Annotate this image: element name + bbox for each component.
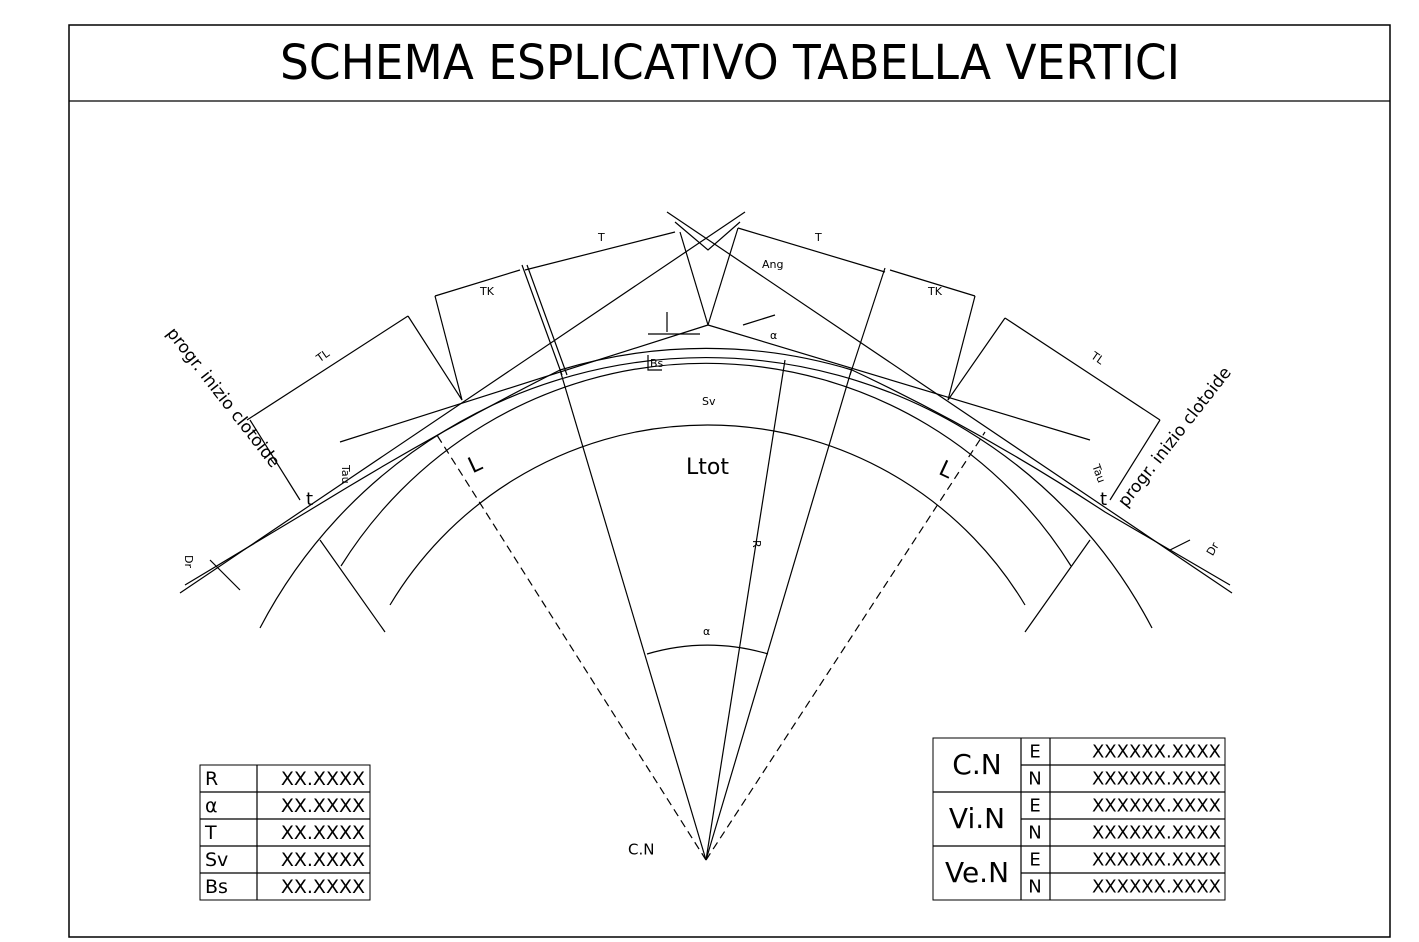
label: TK xyxy=(479,285,495,298)
table-axis: N xyxy=(1028,769,1041,790)
left-table: R XX.XXXX α XX.XXXX T XX.XXXX Sv XX.XXXX Bs XX.XX… xyxy=(200,765,370,900)
label: α xyxy=(770,329,777,342)
table-value: XXXXXX.XXXX xyxy=(1092,796,1221,817)
table-value: XXXXXX.XXXX xyxy=(1092,769,1221,790)
label: Ltot xyxy=(686,455,729,480)
table-point: Vi.N xyxy=(949,802,1005,835)
label: C.N xyxy=(628,841,654,859)
table-key: T xyxy=(204,822,217,844)
table-key: Bs xyxy=(205,876,228,898)
label: t xyxy=(1100,489,1107,510)
table-point: Ve.N xyxy=(945,856,1009,889)
table-value: XX.XXXX xyxy=(281,822,365,844)
table-point: C.N xyxy=(952,748,1001,781)
label: Dr xyxy=(182,555,195,568)
drawing: SCHEMA ESPLICATIVO TABELLA VERTICI T T A… xyxy=(0,0,1419,942)
table-axis: E xyxy=(1029,850,1040,871)
table-value: XX.XXXX xyxy=(281,795,365,817)
table-axis: N xyxy=(1028,877,1041,898)
table-value: XX.XXXX xyxy=(281,849,365,871)
label: T xyxy=(814,231,822,244)
table-value: XXXXXX.XXXX xyxy=(1092,823,1221,844)
table-value: XXXXXX.XXXX xyxy=(1092,877,1221,898)
right-table: C.N E XXXXXX.XXXX N XXXXXX.XXXX Vi.N E XXXXXX.X… xyxy=(933,738,1225,900)
label: Tau xyxy=(339,464,352,484)
table-value: XX.XXXX xyxy=(281,768,365,790)
table-axis: N xyxy=(1028,823,1041,844)
table-value: XXXXXX.XXXX xyxy=(1092,742,1221,763)
label: TK xyxy=(927,285,943,298)
label: TL xyxy=(1088,349,1108,368)
label: α xyxy=(703,625,710,638)
label: L xyxy=(465,451,487,479)
table-value: XXXXXX.XXXX xyxy=(1092,850,1221,871)
label: progr. inizio clotoide xyxy=(1114,363,1236,511)
table-key: R xyxy=(205,768,218,790)
table-key: Sv xyxy=(205,849,228,871)
table-axis: E xyxy=(1029,796,1040,817)
label: T xyxy=(597,231,605,244)
table-value: XX.XXXX xyxy=(281,876,365,898)
label: Tau xyxy=(1089,462,1108,485)
table-key: α xyxy=(205,795,218,817)
geometry xyxy=(180,212,1232,860)
label: L xyxy=(935,456,957,484)
label: Bs xyxy=(650,357,664,370)
label: progr. inizio clotoide xyxy=(162,324,284,472)
label: Sv xyxy=(702,395,716,408)
table-axis: E xyxy=(1029,742,1040,763)
label: t xyxy=(306,489,313,510)
label: R xyxy=(750,540,763,548)
title: SCHEMA ESPLICATIVO TABELLA VERTICI xyxy=(280,35,1180,91)
label: TL xyxy=(313,346,333,365)
label: Dr xyxy=(1204,540,1222,558)
label: Ang xyxy=(762,258,783,271)
